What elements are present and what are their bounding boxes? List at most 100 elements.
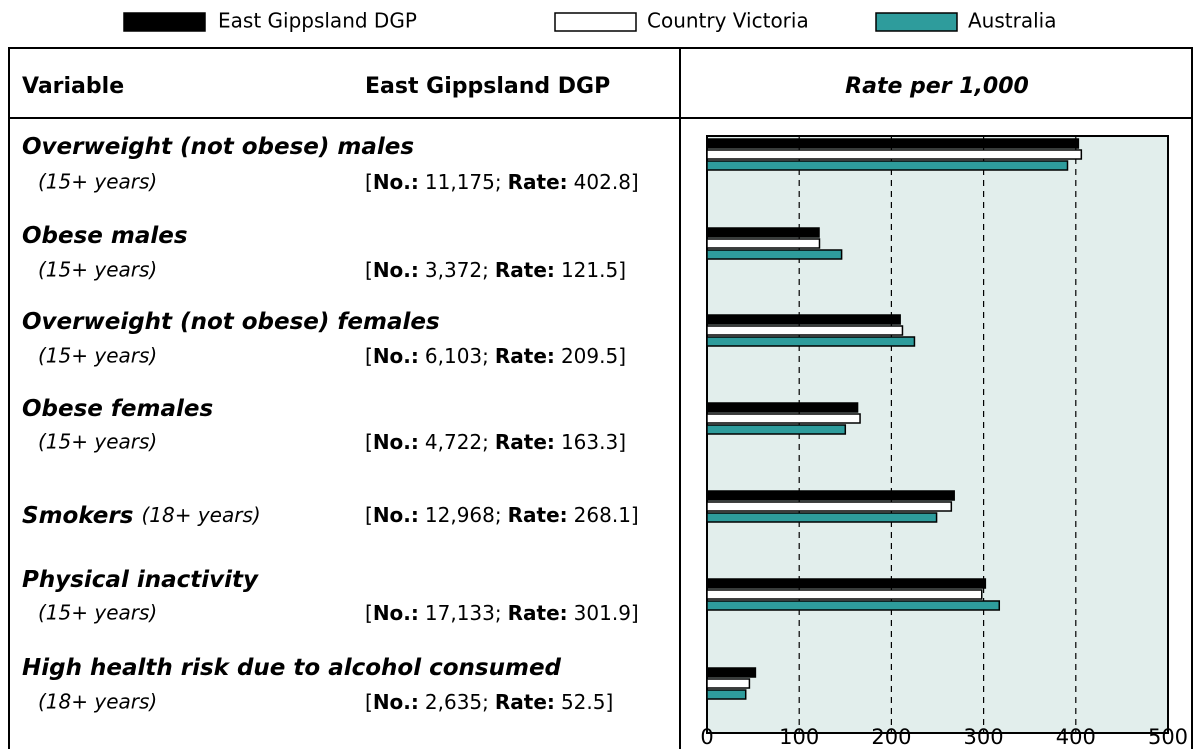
rate-label: Rate: xyxy=(495,344,555,368)
x-tick-label: 300 xyxy=(964,725,1004,749)
count: 12,968 xyxy=(425,503,495,527)
bar xyxy=(706,600,1001,611)
bar xyxy=(706,578,987,589)
x-tick-label: 200 xyxy=(871,725,911,749)
row-stats: [No.: 17,133; Rate: 301.9] xyxy=(365,601,639,625)
bar xyxy=(706,424,847,435)
bracket: ] xyxy=(631,170,639,194)
bracket: ] xyxy=(605,690,613,714)
row-stats: [No.: 4,722; Rate: 163.3] xyxy=(365,430,626,454)
row-stats: [No.: 6,103; Rate: 209.5] xyxy=(365,344,626,368)
legend-label: Australia xyxy=(968,9,1056,33)
x-tick-label: 400 xyxy=(1056,725,1096,749)
age-range: (18+ years) xyxy=(141,503,260,527)
row-stats: [No.: 11,175; Rate: 402.8] xyxy=(365,170,639,194)
rate-label: Rate: xyxy=(495,430,555,454)
age-range: (15+ years) xyxy=(38,344,157,368)
age-range: (15+ years) xyxy=(38,601,157,625)
bar xyxy=(706,249,843,260)
bracket: ] xyxy=(618,430,626,454)
bracket: [ xyxy=(365,601,373,625)
variable-name-text: Physical inactivity xyxy=(22,567,259,593)
bracket: [ xyxy=(365,170,373,194)
no-label: No.: xyxy=(373,344,419,368)
no-label: No.: xyxy=(373,690,419,714)
row-stats: [No.: 2,635; Rate: 52.5] xyxy=(365,690,613,714)
rate-label: Rate: xyxy=(508,601,568,625)
bar xyxy=(706,160,1069,171)
bar xyxy=(706,501,953,512)
separator: ; xyxy=(482,690,489,714)
count: 4,722 xyxy=(425,430,482,454)
rate-label: Rate: xyxy=(495,690,555,714)
variable-name: Physical inactivity xyxy=(22,567,259,593)
rate-label: Rate: xyxy=(508,170,568,194)
count: 11,175 xyxy=(425,170,495,194)
bar xyxy=(706,490,955,501)
count: 17,133 xyxy=(425,601,495,625)
variable-name-text: High health risk due to alcohol consumed xyxy=(22,655,562,681)
variable-name-text: Obese males xyxy=(22,223,188,249)
variable-name: Obese females xyxy=(22,396,213,422)
bar xyxy=(706,227,820,238)
no-label: No.: xyxy=(373,258,419,282)
rate-label: Rate: xyxy=(495,258,555,282)
table-frame xyxy=(8,47,1193,749)
rate-value: 268.1 xyxy=(574,503,631,527)
bracket: [ xyxy=(365,690,373,714)
separator: ; xyxy=(482,344,489,368)
bar xyxy=(706,138,1080,149)
bracket: [ xyxy=(365,430,373,454)
header-variable: Variable xyxy=(22,74,124,99)
rate-value: 402.8 xyxy=(574,170,631,194)
count: 6,103 xyxy=(425,344,482,368)
row-stats: [No.: 3,372; Rate: 121.5] xyxy=(365,258,626,282)
bracket: ] xyxy=(631,503,639,527)
bar xyxy=(706,689,747,700)
bar xyxy=(706,667,757,678)
separator: ; xyxy=(482,258,489,282)
bar xyxy=(706,589,983,600)
rate-value: 163.3 xyxy=(561,430,618,454)
rate-value: 209.5 xyxy=(561,344,618,368)
bar xyxy=(706,149,1083,160)
rate-label: Rate: xyxy=(508,503,568,527)
variable-name: Overweight (not obese) males xyxy=(22,134,414,160)
bar xyxy=(706,336,916,347)
variable-name: Obese males xyxy=(22,223,188,249)
separator: ; xyxy=(495,503,502,527)
rate-value: 121.5 xyxy=(561,258,618,282)
bar xyxy=(706,512,938,523)
variable-name: Overweight (not obese) females xyxy=(22,309,440,335)
age-range: (15+ years) xyxy=(38,258,157,282)
variable-name: High health risk due to alcohol consumed xyxy=(22,655,562,681)
legend-label: East Gippsland DGP xyxy=(218,9,417,33)
separator: ; xyxy=(495,601,502,625)
no-label: No.: xyxy=(373,170,419,194)
age-range: (15+ years) xyxy=(38,430,157,454)
variable-name-text: Overweight (not obese) females xyxy=(22,309,440,335)
bar xyxy=(706,238,821,249)
variable-name-text: Obese females xyxy=(22,396,213,422)
bracket: [ xyxy=(365,344,373,368)
legend-swatch xyxy=(875,12,958,32)
legend-swatch xyxy=(123,12,206,32)
row-stats: [No.: 12,968; Rate: 268.1] xyxy=(365,503,639,527)
age-range: (15+ years) xyxy=(38,170,157,194)
bar xyxy=(706,314,901,325)
x-tick-label: 100 xyxy=(779,725,819,749)
no-label: No.: xyxy=(373,430,419,454)
chart-title: Rate per 1,000 xyxy=(845,74,1029,99)
bracket: [ xyxy=(365,503,373,527)
bar xyxy=(706,678,751,689)
age-range: (18+ years) xyxy=(38,690,157,714)
variable-name: Smokers (18+ years) xyxy=(22,503,261,529)
bracket: [ xyxy=(365,258,373,282)
bracket: ] xyxy=(631,601,639,625)
count: 2,635 xyxy=(425,690,482,714)
separator: ; xyxy=(482,430,489,454)
variable-name-text: Overweight (not obese) males xyxy=(22,134,414,160)
rate-value: 52.5 xyxy=(561,690,606,714)
rate-value: 301.9 xyxy=(574,601,631,625)
